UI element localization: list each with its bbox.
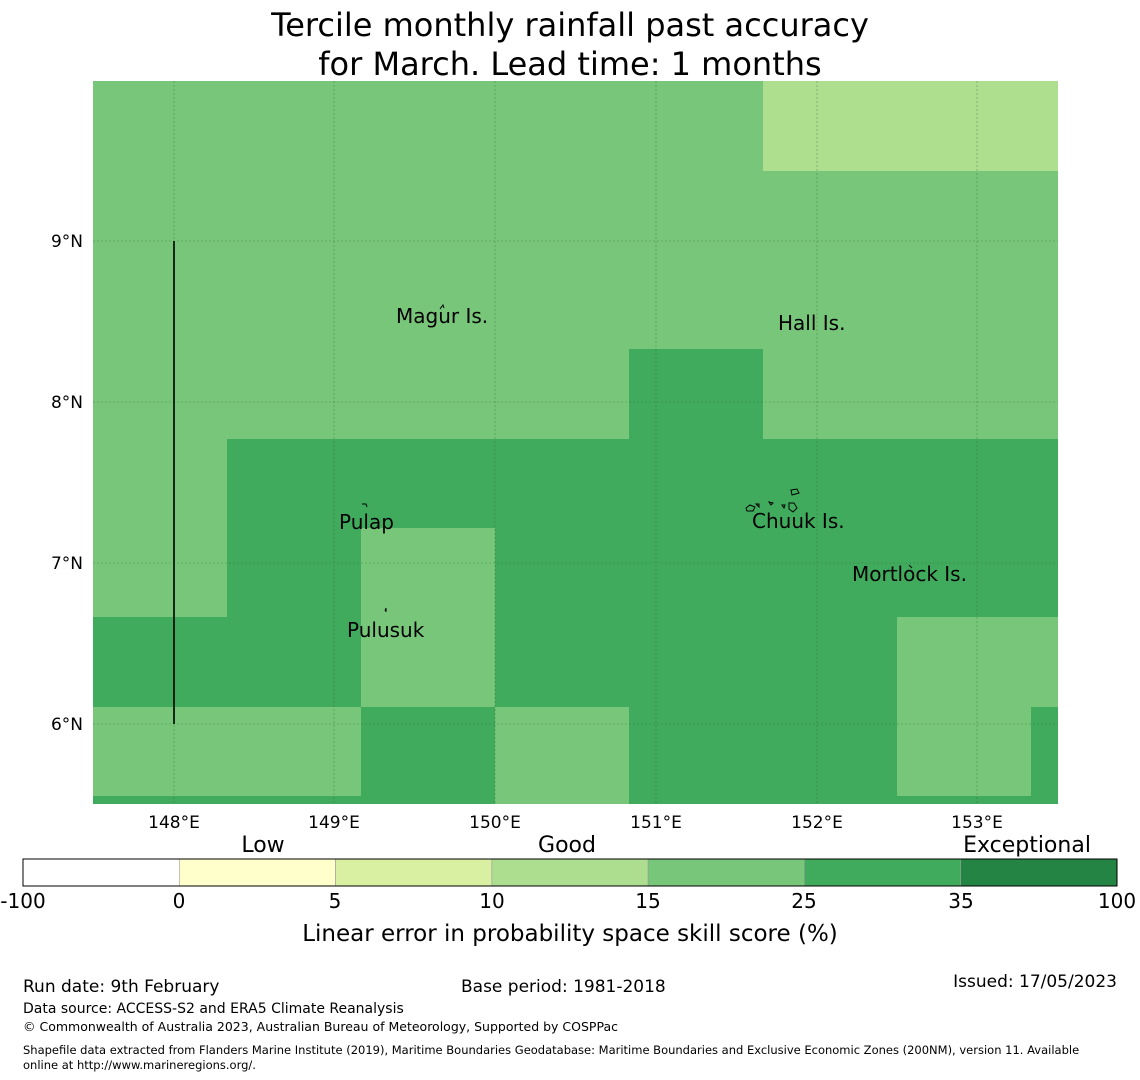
x-tick-label: 149°E bbox=[308, 813, 360, 833]
shapefile-attribution-line-2: online at http://www.marineregions.org/. bbox=[23, 1058, 256, 1072]
colorbar-axis-label: Linear error in probability space skill … bbox=[302, 921, 838, 947]
place-label-hall: Hall Is. bbox=[778, 311, 845, 335]
colorbar-category-labels: Low Good Exceptional bbox=[241, 833, 1091, 858]
skill-cell-medium bbox=[93, 707, 361, 804]
base-period: Base period: 1981-2018 bbox=[461, 977, 666, 997]
colorbar-boundary-label: 25 bbox=[791, 889, 816, 913]
x-tick-label: 148°E bbox=[148, 813, 200, 833]
skill-cell-medium bbox=[361, 528, 495, 707]
place-label-pulap: Pulap bbox=[339, 510, 394, 534]
x-axis-ticks: 148°E 149°E 150°E 151°E 152°E 153°E bbox=[148, 813, 1003, 833]
chuuk-island-outline bbox=[781, 504, 786, 510]
map-title-line-2: for March. Lead time: 1 months bbox=[318, 45, 822, 83]
colorbar-segment bbox=[335, 858, 493, 887]
colorbar-segment bbox=[804, 858, 962, 887]
colorbar-segment bbox=[22, 858, 180, 887]
category-label-exceptional: Exceptional bbox=[963, 833, 1091, 858]
y-tick-label: 6°N bbox=[51, 715, 83, 735]
shapefile-attribution-line-1: Shapefile data extracted from Flanders M… bbox=[23, 1043, 1080, 1057]
y-tick-label: 9°N bbox=[51, 232, 83, 252]
category-label-good: Good bbox=[538, 833, 596, 858]
y-axis-ticks: 9°N 8°N 7°N 6°N bbox=[51, 232, 83, 735]
y-tick-label: 7°N bbox=[51, 554, 83, 574]
colorbar-boundary-label: -100 bbox=[0, 889, 45, 913]
pulusuk-island-outline bbox=[384, 607, 387, 612]
colorbar-boundary-label: 100 bbox=[1098, 889, 1136, 913]
skill-cell-light bbox=[763, 81, 1058, 171]
chuuk-island-outline bbox=[754, 503, 760, 509]
colorbar: Low Good Exceptional -100 0 5 10 15 25 3… bbox=[0, 833, 1136, 947]
colorbar-boundary-label: 0 bbox=[173, 889, 186, 913]
place-label-pulusuk: Pulusuk bbox=[347, 618, 425, 642]
colorbar-boundary-label: 10 bbox=[479, 889, 504, 913]
magur-island-outline bbox=[439, 303, 445, 310]
colorbar-outline bbox=[22, 858, 1118, 887]
place-label-chuuk: Chuuk Is. bbox=[752, 509, 845, 533]
mortlock-island-outline bbox=[908, 564, 913, 569]
x-tick-label: 152°E bbox=[791, 813, 843, 833]
colorbar-segment bbox=[491, 858, 649, 887]
colorbar-segment bbox=[960, 858, 1118, 887]
x-tick-label: 153°E bbox=[951, 813, 1003, 833]
skill-cell-high bbox=[93, 617, 227, 707]
skill-cell-medium bbox=[495, 707, 629, 804]
colorbar-boundary-label: 15 bbox=[635, 889, 660, 913]
data-source: Data source: ACCESS-S2 and ERA5 Climate … bbox=[23, 1001, 404, 1017]
chuuk-island-outline bbox=[767, 501, 774, 506]
x-tick-label: 150°E bbox=[469, 813, 521, 833]
chuuk-island-outline bbox=[790, 488, 800, 496]
x-tick-label: 151°E bbox=[630, 813, 682, 833]
y-tick-label: 8°N bbox=[51, 393, 83, 413]
chuuk-island-outline bbox=[788, 502, 798, 513]
skill-cell-high bbox=[1031, 707, 1058, 804]
chuuk-island-outline bbox=[745, 504, 756, 512]
map-title-line-1: Tercile monthly rainfall past accuracy bbox=[271, 6, 869, 44]
island-outlines bbox=[362, 303, 913, 612]
copyright-notice: © Commonwealth of Australia 2023, Austra… bbox=[23, 1019, 618, 1034]
skill-cell-high bbox=[93, 796, 361, 804]
issued-date: Issued: 17/05/2023 bbox=[953, 972, 1117, 992]
place-label-mortlock: Mortlock Is. bbox=[852, 562, 967, 586]
colorbar-segment bbox=[647, 858, 805, 887]
colorbar-boundary-label: 35 bbox=[948, 889, 973, 913]
map-panel: Magur Is. Hall Is. Pulap Chuuk Is. Mortl… bbox=[93, 81, 1058, 804]
pulap-island-outline bbox=[362, 503, 368, 508]
run-date: Run date: 9th February bbox=[23, 977, 220, 997]
place-label-magur: Magur Is. bbox=[396, 304, 488, 328]
colorbar-segments bbox=[22, 858, 1118, 887]
colorbar-segment bbox=[178, 858, 336, 887]
colorbar-boundary-labels: -100 0 5 10 15 25 35 100 bbox=[0, 889, 1136, 913]
colorbar-boundary-label: 5 bbox=[329, 889, 342, 913]
category-label-low: Low bbox=[241, 833, 284, 858]
